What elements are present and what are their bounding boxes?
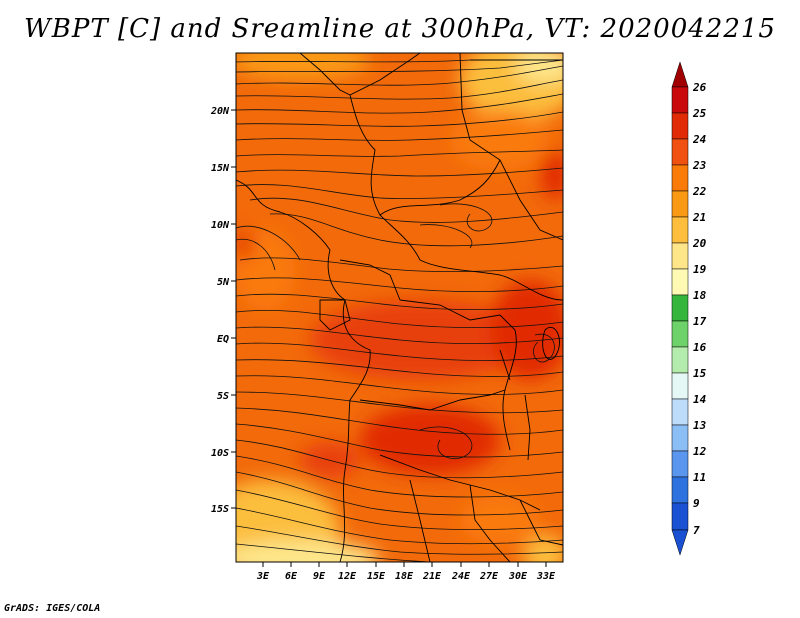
country-borders <box>236 53 563 562</box>
colorbar-swatch-16 <box>671 320 689 348</box>
lon-axis: 3E 6E 9E 12E 15E 18E 21E 24E 27E 30E 33E <box>256 562 556 582</box>
lon-label-21e: 21E <box>422 571 442 582</box>
colorbar-label-17: 17 <box>693 315 707 328</box>
colorbar-swatch-25 <box>671 86 689 114</box>
field-patch-south <box>360 405 500 475</box>
colorbar-label-7: 7 <box>693 524 700 537</box>
field-patch-east <box>490 280 563 380</box>
colorbar-swatch-13 <box>671 398 689 426</box>
lat-label-15n: 15N <box>211 163 230 174</box>
colorbar-swatch-17 <box>671 294 689 322</box>
colorbar-swatch-20 <box>671 216 689 244</box>
lon-label-6e: 6E <box>285 571 298 582</box>
field-patch-east-red <box>541 150 563 200</box>
colorbar-swatch-7 <box>671 502 689 531</box>
field-patch-se2 <box>460 495 540 545</box>
map-frame <box>235 52 564 563</box>
colorbar-label-11: 11 <box>693 471 706 484</box>
colorbar-swatch-22 <box>671 164 689 192</box>
field-patch-north <box>236 53 370 80</box>
colorbar-label-18: 18 <box>693 289 707 302</box>
lat-label-10s: 10S <box>211 448 229 459</box>
colorbar-label-21: 21 <box>692 211 706 224</box>
colorbar-label-22: 22 <box>692 185 707 198</box>
field-patch-ne-pale <box>515 53 563 83</box>
colorbar-label-25: 25 <box>692 107 707 120</box>
field-patch-sw <box>300 442 360 478</box>
colorbar-swatch-15 <box>671 346 689 374</box>
colorbar-swatch-23 <box>671 138 689 166</box>
lon-label-9e: 9E <box>313 571 326 582</box>
colorbar-label-13: 13 <box>693 419 707 432</box>
colorbar-label-14: 14 <box>693 393 707 406</box>
lat-label-eq: EQ <box>217 334 229 345</box>
lon-label-33e: 33E <box>536 571 556 582</box>
colorbar-swatch-18 <box>671 268 689 296</box>
field-patch-ne2 <box>450 110 550 170</box>
lat-label-5n: 5N <box>217 277 230 288</box>
colorbar-swatch-12 <box>671 424 689 452</box>
colorbar-swatch-19 <box>671 242 689 270</box>
colorbar-swatch-11 <box>671 450 689 478</box>
colorbar-label-16: 16 <box>693 341 707 354</box>
colorbar-label-15: 15 <box>693 367 707 380</box>
lat-label-20n: 20N <box>210 106 230 117</box>
grads-credit: GrADS: IGES/COLA <box>4 603 101 614</box>
wbpt-shading <box>236 53 563 562</box>
lon-label-3e: 3E <box>256 571 270 582</box>
lon-label-18e: 18E <box>395 571 414 582</box>
colorbar-swatch-24 <box>671 112 689 140</box>
colorbar-label-20: 20 <box>692 237 707 250</box>
lat-label-5s: 5S <box>217 391 229 402</box>
colorbar-swatch-14 <box>671 372 689 400</box>
lat-axis: 20N 15N 10N 5N EQ 5S 10S 15S <box>210 106 236 515</box>
colorbar-label-24: 24 <box>692 133 707 146</box>
lon-label-24e: 24E <box>451 571 471 582</box>
colorbar-swatch-21 <box>671 190 689 218</box>
colorbar-label-26: 26 <box>692 81 707 94</box>
colorbar-swatch-9 <box>671 476 689 504</box>
colorbar-label-12: 12 <box>693 445 707 458</box>
lat-label-10n: 10N <box>211 220 230 231</box>
chart-title: WBPT [C] and Sreamline at 300hPa, VT: 20… <box>24 14 776 44</box>
streamlines <box>236 59 563 562</box>
lon-label-30e: 30E <box>508 571 528 582</box>
colorbar-cap-bottom <box>671 529 689 556</box>
lon-label-27e: 27E <box>479 571 499 582</box>
colorbar-label-9: 9 <box>693 497 700 510</box>
colorbar-label-23: 23 <box>692 159 707 172</box>
field-patch-west-red <box>237 231 253 259</box>
lon-label-12e: 12E <box>338 571 357 582</box>
lat-label-15s: 15S <box>211 504 229 515</box>
colorbar-cap-top <box>671 61 689 88</box>
colorbar-label-19: 19 <box>693 263 707 276</box>
lon-label-15e: 15E <box>367 571 386 582</box>
colorbar: 26 25 24 23 22 21 20 19 18 17 16 15 14 1… <box>671 61 707 556</box>
